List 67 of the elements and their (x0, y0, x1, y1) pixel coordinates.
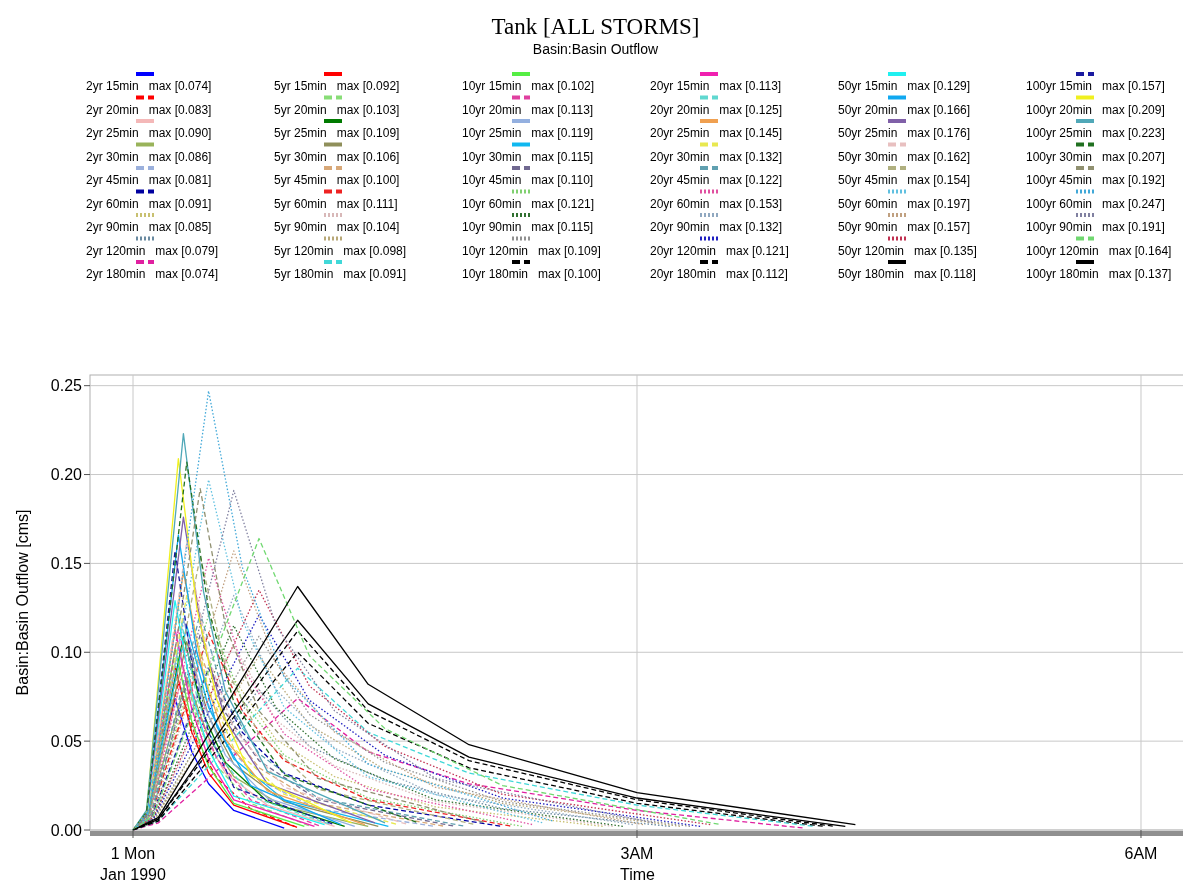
chart-subtitle: Basin:Basin Outflow (532, 41, 660, 57)
legend-label: 20yr 15min max [0.113] (650, 79, 782, 93)
y-tick-label: 0.10 (50, 643, 83, 661)
x-tick-label: 6AM (1124, 845, 1158, 862)
legend-label: 100yr 180min max [0.137] (1026, 267, 1172, 281)
legend-label: 50yr 15min max [0.129] (838, 79, 971, 93)
legend-label: 20yr 30min max [0.132] (650, 149, 783, 164)
legend-label: 10yr 45min max [0.110] (462, 173, 594, 187)
legend-label: 20yr 60min max [0.153] (650, 196, 783, 211)
legend-label: 10yr 30min max [0.115] (462, 149, 594, 164)
legend-label: 100yr 30min max [0.207] (1026, 149, 1165, 164)
legend-label: 2yr 30min max [0.086] (86, 149, 212, 164)
legend-label: 2yr 120min max [0.079] (86, 243, 219, 258)
legend-label: 5yr 90min max [0.104] (274, 220, 400, 234)
y-tick-label: 0.00 (50, 821, 83, 839)
legend-label: 2yr 15min max [0.074] (86, 79, 212, 93)
legend-label: 5yr 60min max [0.111] (274, 196, 398, 211)
legend-label: 20yr 90min max [0.132] (650, 220, 783, 234)
legend-label: 100yr 45min max [0.192] (1026, 173, 1165, 187)
legend-label: 50yr 45min max [0.154] (838, 173, 971, 187)
legend-label: 100yr 60min max [0.247] (1026, 196, 1165, 211)
legend-label: 5yr 180min max [0.091] (274, 267, 407, 281)
y-tick-label: 0.25 (50, 377, 83, 395)
y-tick-label: 0.20 (50, 466, 83, 484)
legend-label: 10yr 180min max [0.100] (462, 267, 601, 281)
legend-label: 50yr 60min max [0.197] (838, 196, 971, 211)
legend-label: 10yr 60min max [0.121] (462, 196, 595, 211)
x-tick-label: 3AM (620, 845, 654, 862)
y-tick-label: 0.05 (50, 732, 83, 750)
chart-title: Tank [ALL STORMS] (491, 14, 700, 39)
legend-label: 5yr 30min max [0.106] (274, 149, 400, 164)
legend-label: 50yr 120min max [0.135] (838, 243, 977, 258)
legend-label: 50yr 30min max [0.162] (838, 149, 971, 164)
legend-label: 10yr 120min max [0.109] (462, 243, 601, 258)
legend-label: 2yr 20min max [0.083] (86, 102, 212, 117)
legend-label: 2yr 180min max [0.074] (86, 267, 219, 281)
y-tick-label: 0.15 (50, 555, 83, 572)
legend-label: 20yr 180min max [0.112] (650, 267, 788, 281)
x-tick-label: 1 Mon Jan 1990 (100, 845, 167, 883)
legend-label: 5yr 25min max [0.109] (274, 126, 400, 140)
legend-label: 10yr 20min max [0.113] (462, 102, 594, 117)
legend-label: 20yr 120min max [0.121] (650, 243, 789, 258)
legend-label: 10yr 25min max [0.119] (462, 126, 594, 140)
legend-label: 100yr 25min max [0.223] (1026, 126, 1165, 140)
legend-label: 5yr 120min max [0.098] (274, 243, 407, 258)
legend-label: 10yr 15min max [0.102] (462, 79, 595, 93)
legend-label: 20yr 20min max [0.125] (650, 102, 783, 117)
legend-label: 2yr 45min max [0.081] (86, 173, 212, 187)
x-axis-title: Time (620, 866, 656, 883)
legend-label: 100yr 120min max [0.164] (1026, 243, 1172, 258)
legend-label: 100yr 20min max [0.209] (1026, 102, 1165, 117)
legend-label: 50yr 20min max [0.166] (838, 102, 971, 117)
legend-label: 50yr 180min max [0.118] (838, 267, 976, 281)
legend-label: 5yr 45min max [0.100] (274, 173, 400, 187)
legend-label: 2yr 90min max [0.085] (86, 220, 212, 234)
legend-label: 5yr 20min max [0.103] (274, 102, 400, 117)
legend-label: 100yr 90min max [0.191] (1026, 220, 1165, 234)
legend-label: 20yr 25min max [0.145] (650, 126, 783, 140)
legend-label: 20yr 45min max [0.122] (650, 173, 783, 187)
legend-label: 10yr 90min max [0.115] (462, 220, 594, 234)
legend-label: 50yr 90min max [0.157] (838, 220, 971, 234)
y-axis-title: Basin:Basin Outflow [cms] (13, 509, 31, 696)
legend-label: 100yr 15min max [0.157] (1026, 79, 1165, 93)
legend-label: 2yr 25min max [0.090] (86, 126, 212, 140)
legend-label: 50yr 25min max [0.176] (838, 126, 971, 140)
legend-label: 5yr 15min max [0.092] (274, 79, 400, 93)
legend-label: 2yr 60min max [0.091] (86, 196, 212, 211)
